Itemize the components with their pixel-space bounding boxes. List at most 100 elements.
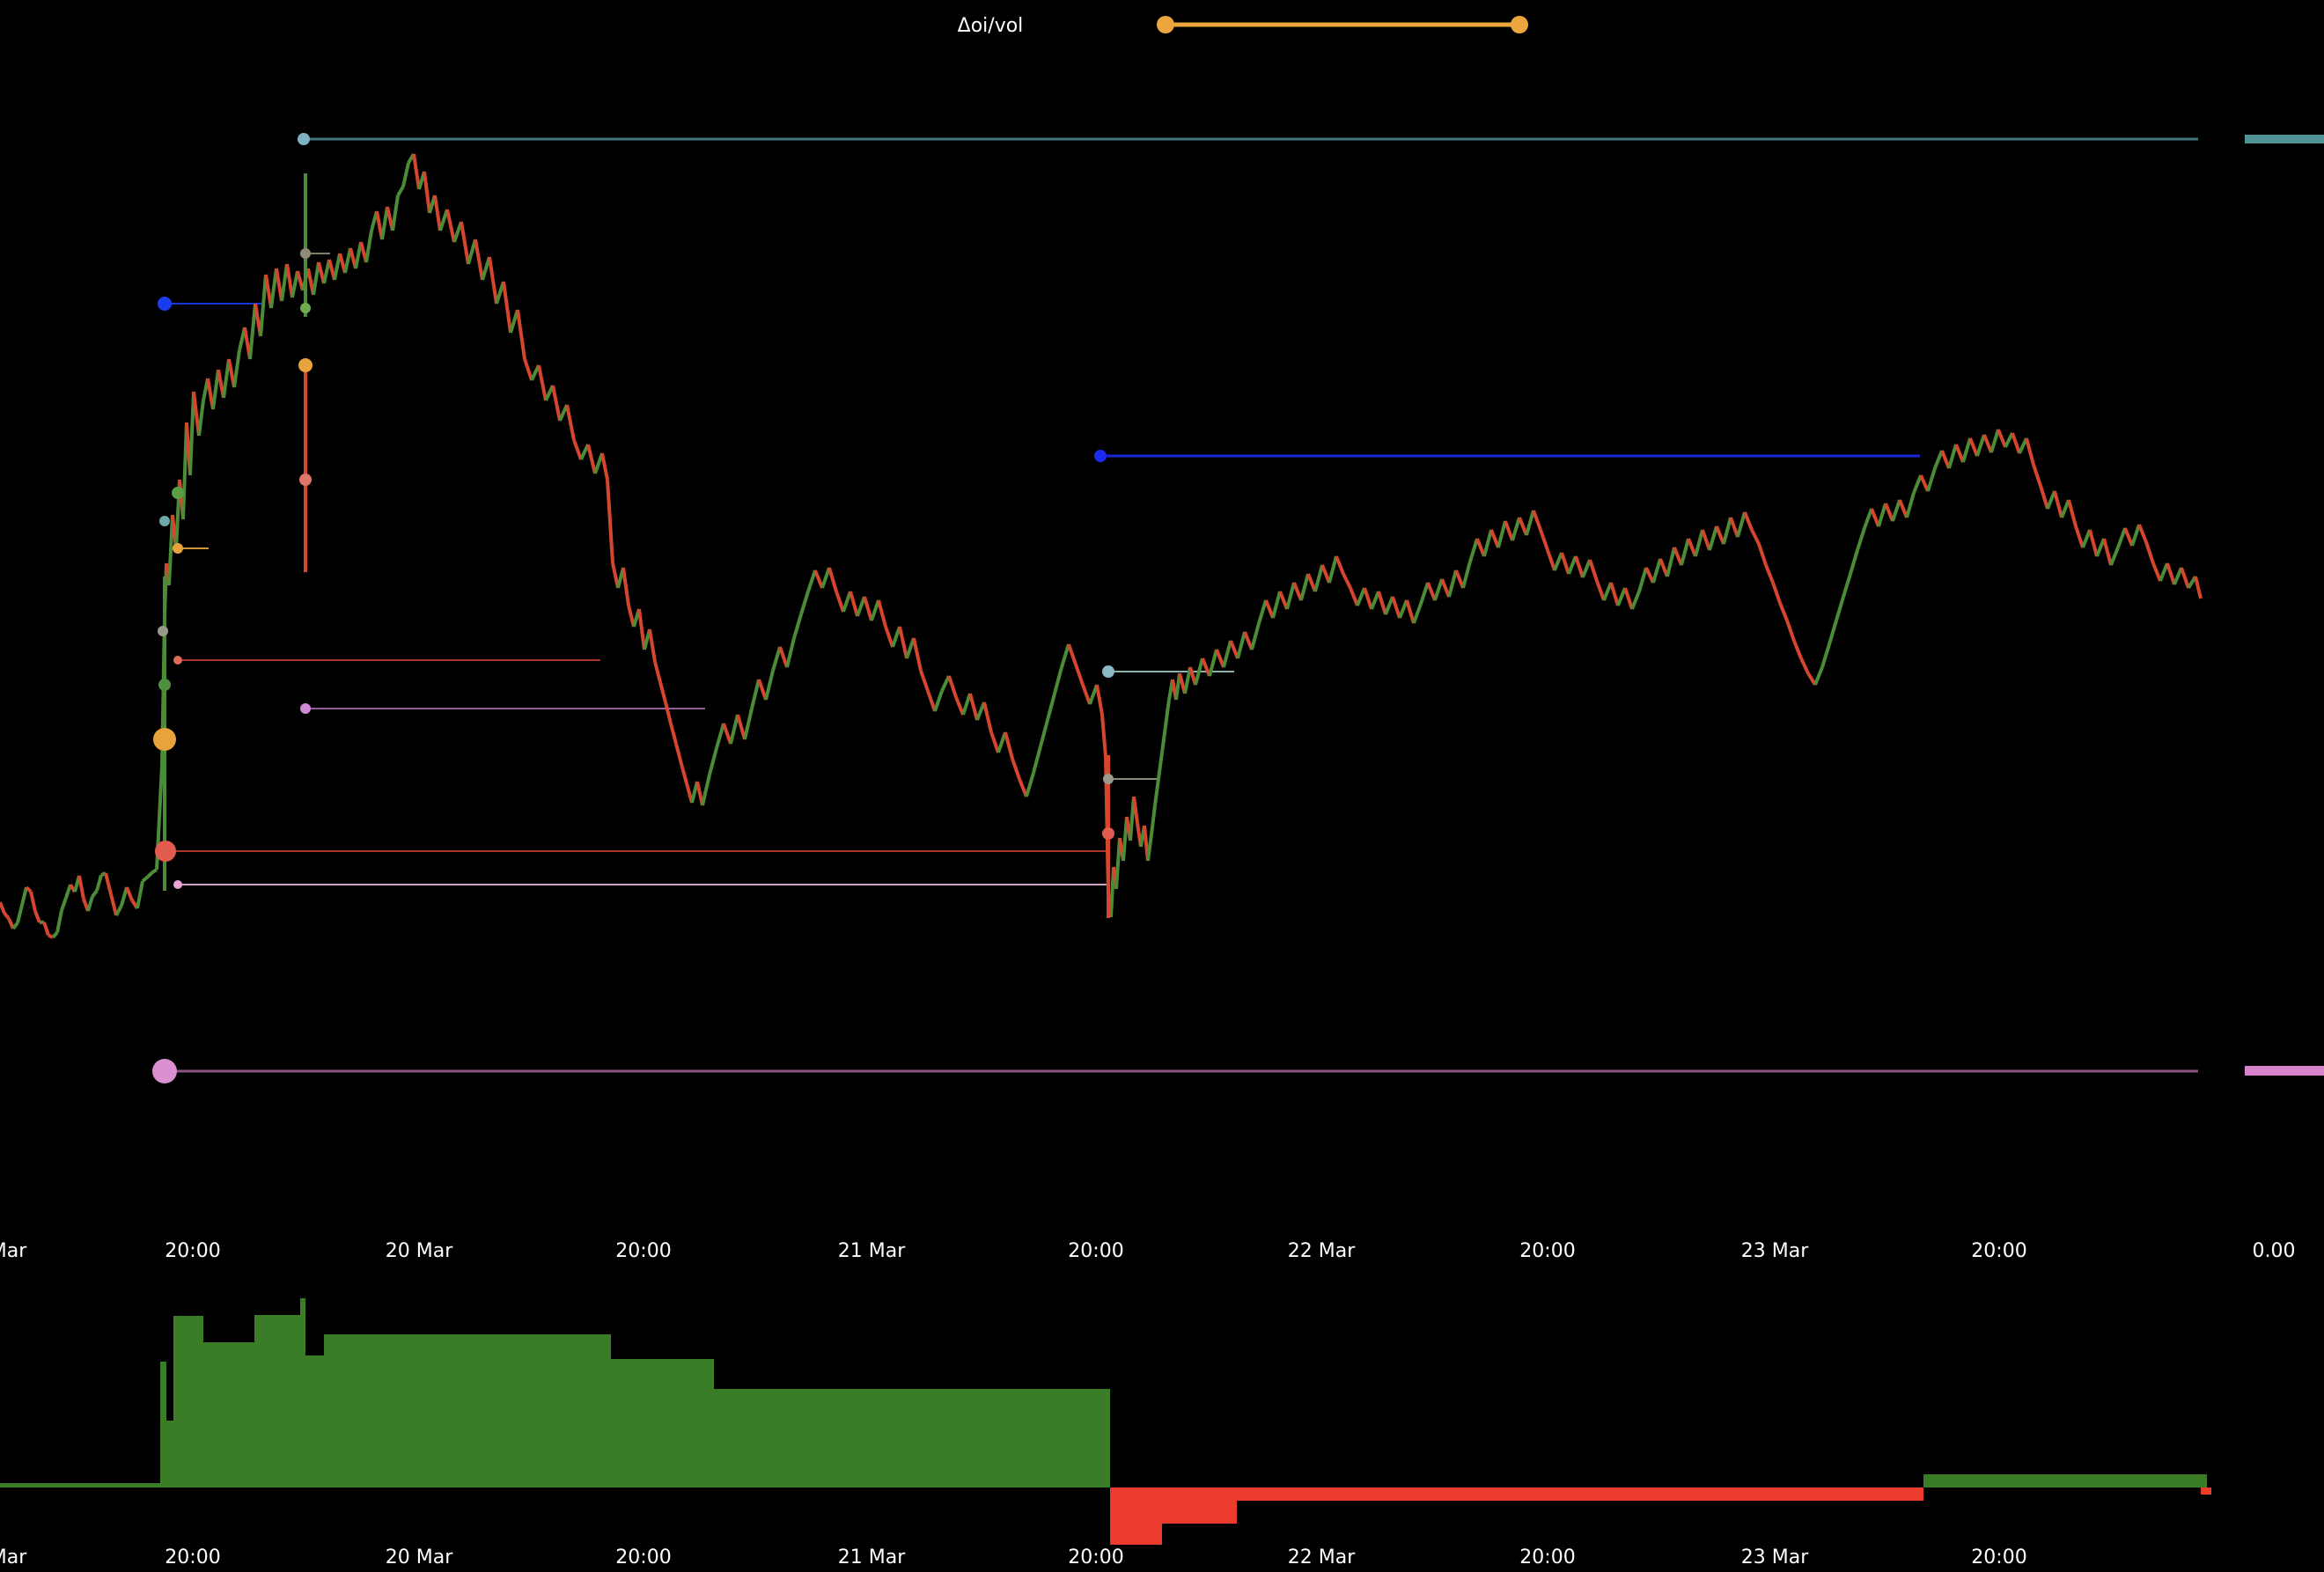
x-axis-label: 20:00 bbox=[1519, 1546, 1575, 1568]
price-segment bbox=[354, 241, 363, 269]
price-segment bbox=[1820, 643, 1831, 668]
price-segment bbox=[1609, 582, 1620, 606]
marker-dot[interactable] bbox=[300, 303, 311, 313]
price-segment bbox=[1320, 564, 1331, 584]
price-segment bbox=[1018, 778, 1028, 797]
price-segment bbox=[1229, 640, 1239, 659]
marker-dot[interactable] bbox=[1102, 665, 1114, 678]
marker-dot[interactable] bbox=[298, 358, 313, 372]
marker-dot[interactable] bbox=[300, 248, 311, 259]
x-axis-label: 23 Mar bbox=[1741, 1546, 1809, 1568]
price-segment bbox=[2004, 432, 2014, 448]
x-axis-label: 22 Mar bbox=[1288, 1240, 1356, 1262]
price-segment bbox=[537, 364, 548, 401]
marker-dot[interactable] bbox=[1103, 774, 1114, 784]
price-segment bbox=[1954, 444, 1965, 463]
marker-dot[interactable] bbox=[152, 1059, 177, 1084]
price-segment bbox=[1919, 474, 1930, 492]
price-segment bbox=[1877, 503, 1887, 527]
marker-dot[interactable] bbox=[155, 841, 176, 862]
price-segment bbox=[1806, 672, 1817, 687]
price-segment bbox=[1680, 538, 1690, 566]
price-segment bbox=[211, 369, 220, 410]
oi-vol-pane[interactable] bbox=[0, 1298, 2211, 1545]
price-segment bbox=[1567, 555, 1578, 575]
marker-dot[interactable] bbox=[158, 626, 168, 636]
annotation-rays bbox=[165, 137, 2198, 1073]
price-segment bbox=[849, 591, 859, 617]
price-segment bbox=[715, 723, 725, 749]
marker-dot[interactable] bbox=[158, 297, 172, 311]
price-segment bbox=[1539, 529, 1549, 551]
price-segment bbox=[1363, 587, 1373, 610]
price-segment bbox=[232, 349, 241, 388]
price-segment bbox=[1454, 569, 1465, 589]
price-segment bbox=[1989, 429, 2000, 453]
price-segment bbox=[1687, 538, 1697, 557]
marker-dot[interactable] bbox=[1094, 450, 1107, 462]
price-segment bbox=[146, 870, 154, 878]
price-segment bbox=[55, 909, 63, 933]
price-segment bbox=[1377, 591, 1387, 615]
price-segment bbox=[877, 599, 887, 628]
price-segment bbox=[1602, 582, 1613, 601]
marker-dot[interactable] bbox=[159, 516, 170, 526]
x-axis-label: 20:00 bbox=[1068, 1240, 1123, 1262]
price-segment bbox=[1004, 731, 1014, 760]
price-segment bbox=[16, 904, 24, 923]
price-segment bbox=[664, 702, 673, 724]
x-axis-label: 20:00 bbox=[1519, 1240, 1575, 1262]
price-segment bbox=[961, 693, 972, 716]
marker-dot[interactable] bbox=[173, 656, 182, 665]
price-pane[interactable] bbox=[0, 152, 2203, 939]
marker-dot[interactable] bbox=[173, 880, 182, 889]
price-segment bbox=[1933, 450, 1944, 469]
price-segment bbox=[445, 209, 456, 243]
price-segment bbox=[1504, 520, 1514, 541]
price-segment bbox=[2159, 562, 2169, 582]
price-segment bbox=[933, 690, 944, 712]
price-segment bbox=[1201, 657, 1211, 677]
price-segment bbox=[1926, 467, 1937, 492]
price-segment bbox=[1588, 559, 1599, 582]
price-segment bbox=[1560, 552, 1570, 575]
marker-dot[interactable] bbox=[172, 487, 184, 499]
price-segment bbox=[2123, 527, 2134, 547]
legend-series-toggle[interactable] bbox=[1157, 16, 1528, 33]
marker-dot[interactable] bbox=[173, 543, 183, 554]
x-axis-label: 23 Mar bbox=[1741, 1240, 1809, 1262]
marker-dot[interactable] bbox=[158, 679, 171, 691]
price-segment bbox=[884, 626, 894, 648]
marker-dot[interactable] bbox=[153, 728, 176, 751]
price-segment bbox=[1532, 510, 1542, 531]
histogram-bar-positive bbox=[254, 1315, 300, 1488]
price-segment bbox=[750, 679, 761, 709]
marker-dot[interactable] bbox=[300, 703, 311, 714]
price-segment bbox=[2144, 541, 2155, 564]
price-segment bbox=[2081, 529, 2092, 548]
trade-markers bbox=[152, 133, 1114, 1084]
price-segment bbox=[1574, 555, 1585, 578]
price-segment bbox=[364, 230, 373, 263]
price-segment bbox=[1440, 578, 1451, 598]
price-segment bbox=[1236, 631, 1247, 659]
price-segment bbox=[0, 901, 6, 915]
teal-price-tick bbox=[2245, 135, 2324, 143]
price-segment bbox=[1715, 525, 1725, 545]
x-axis-label: 20:00 bbox=[165, 1546, 220, 1568]
price-segment bbox=[1313, 564, 1324, 592]
legend-dot-left bbox=[1157, 16, 1174, 33]
price-segment bbox=[1975, 434, 1986, 457]
marker-dot[interactable] bbox=[298, 133, 310, 145]
price-segment bbox=[842, 591, 852, 613]
marker-dot[interactable] bbox=[1102, 827, 1114, 840]
price-segment bbox=[64, 884, 72, 899]
price-segment bbox=[611, 562, 620, 589]
marker-dot[interactable] bbox=[299, 474, 312, 486]
price-segment bbox=[2032, 464, 2042, 487]
price-segment bbox=[1553, 552, 1563, 571]
price-segment bbox=[806, 569, 817, 592]
price-segment bbox=[1623, 587, 1634, 610]
x-axis-label: 20:00 bbox=[1068, 1546, 1123, 1568]
